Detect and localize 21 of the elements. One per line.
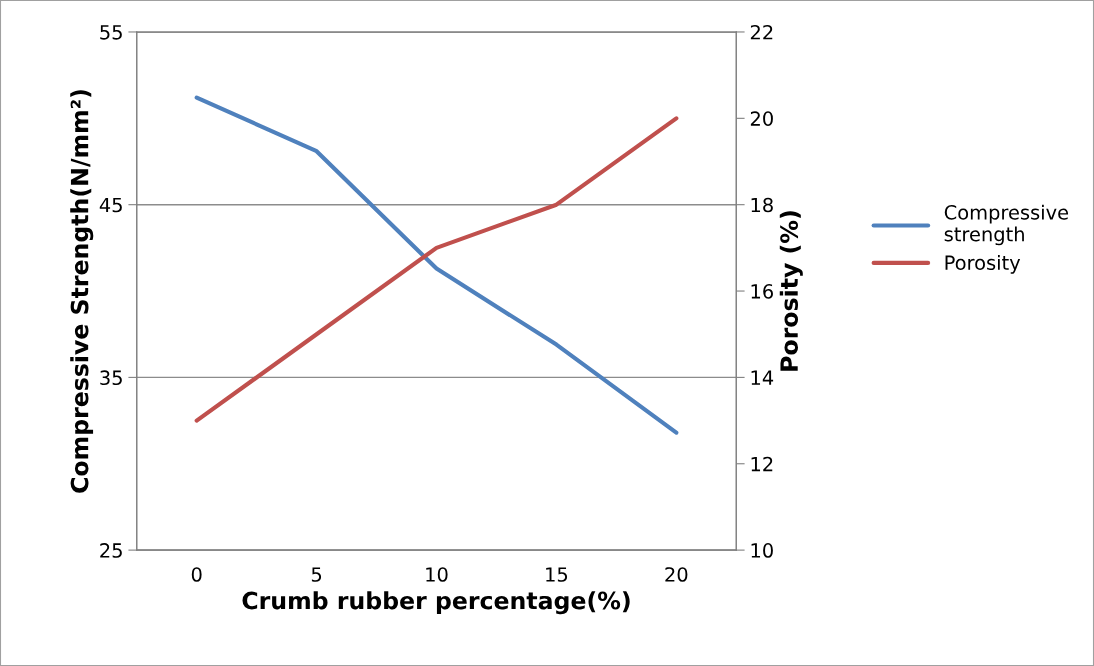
y-tick-label: 45 <box>99 197 122 213</box>
y-tick-label: 55 <box>100 25 122 40</box>
x-tick-label: 20 <box>665 567 688 582</box>
x-tick-label: 15 <box>546 567 568 582</box>
y2-tick-label: 12 <box>751 456 773 472</box>
x-tick-label: 10 <box>426 567 448 582</box>
y-axis-title: Compressive Strength(N/mm²) <box>70 90 94 493</box>
x-tick-label: 0 <box>191 567 202 582</box>
x-tick-label: 5 <box>311 567 322 582</box>
y2-tick-label: 20 <box>750 111 773 126</box>
legend-label: Compressive strength <box>944 204 1069 246</box>
y2-tick-label: 18 <box>751 197 773 213</box>
y2-tick-label: 22 <box>750 24 773 40</box>
legend-label: Porosity <box>945 254 1021 274</box>
y2-tick-label: 10 <box>751 543 773 558</box>
y2-tick-label: 14 <box>751 370 774 385</box>
y2-axis-title: Porosity (%) <box>779 211 803 371</box>
y-tick-label: 25 <box>100 543 122 558</box>
y-tick-label: 35 <box>100 370 122 386</box>
x-axis-title: Crumb rubber percentage(%) <box>242 591 630 615</box>
y2-tick-label: 16 <box>751 284 773 299</box>
